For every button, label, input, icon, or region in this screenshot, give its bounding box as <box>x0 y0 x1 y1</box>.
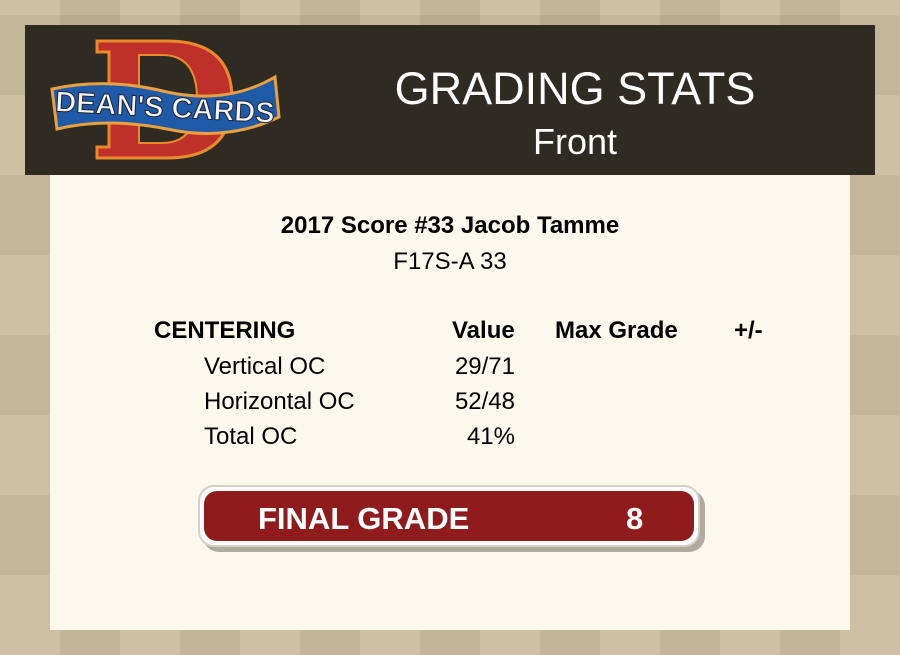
row-value: 29/71 <box>454 353 515 380</box>
final-grade-badge: FINAL GRADE 8 <box>198 485 700 547</box>
row-label: Horizontal OC <box>204 388 355 415</box>
card-name: 2017 Score #33 Jacob Tamme <box>280 212 620 239</box>
centering-header: CENTERING <box>154 317 296 344</box>
row-label: Total OC <box>204 423 298 450</box>
max-grade-header: Max Grade <box>555 317 678 344</box>
row-label: Vertical OC <box>204 353 326 380</box>
value-header: Value <box>452 317 515 344</box>
final-grade-value: 8 <box>626 501 644 536</box>
row-value: 52/48 <box>454 388 515 415</box>
row-value: 41% <box>466 423 515 450</box>
header: DEAN'S CARDS GRADING STATS Front <box>25 25 875 175</box>
plus-minus-header: +/- <box>734 317 763 344</box>
deans-cards-logo: DEAN'S CARDS <box>50 39 281 160</box>
page-title: GRADING STATS <box>394 63 756 114</box>
page-subtitle: Front <box>532 121 618 162</box>
card-code: F17S-A 33 <box>393 248 507 275</box>
grading-panel: 2017 Score #33 Jacob Tamme F17S-A 33 CEN… <box>50 175 850 630</box>
final-grade-label: FINAL GRADE <box>258 501 470 536</box>
